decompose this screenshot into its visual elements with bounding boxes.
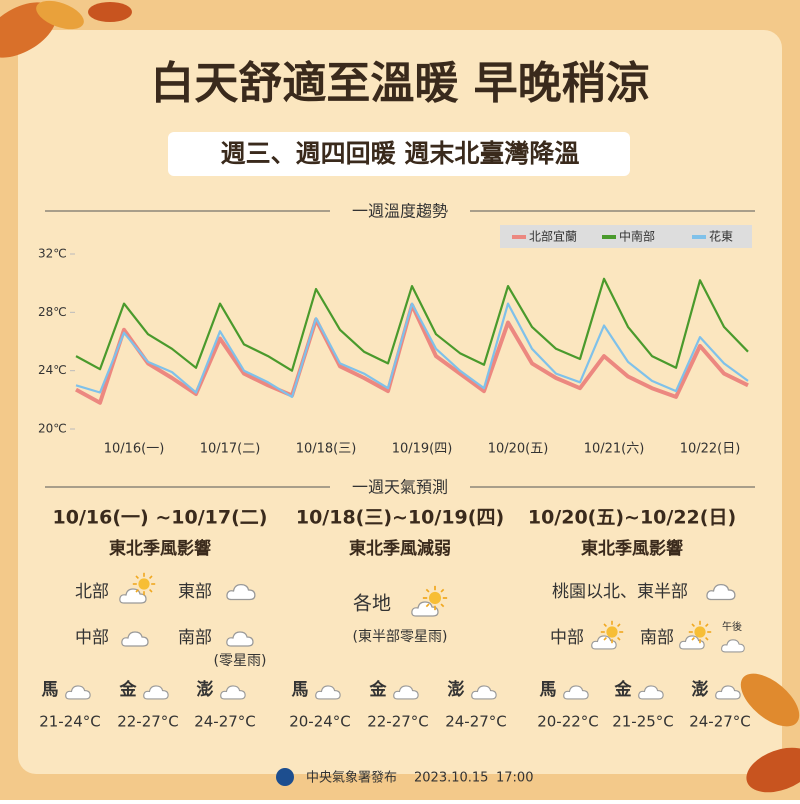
period-summary: 東北季風減弱 [349, 538, 451, 559]
region: 中部 [550, 628, 584, 648]
series-line [75, 277, 749, 372]
x-tick-label: 10/16(一) [104, 442, 165, 457]
island-name: 馬 [292, 680, 309, 700]
period-summary: 東北季風影響 [581, 538, 683, 559]
logo [276, 768, 294, 786]
period-date: 10/16(一) ~10/17(二) [53, 507, 268, 529]
island-name: 澎 [197, 679, 214, 700]
y-tick-label: 32℃ [38, 247, 67, 261]
island-temp: 20-22°C [537, 713, 599, 731]
forecast-title: 一週天氣預測 [352, 478, 448, 497]
island-name: 澎 [692, 679, 709, 700]
legend-label: 北部宜蘭 [529, 229, 577, 244]
island-temp: 24-27°C [194, 713, 256, 731]
time: 17:00 [496, 771, 533, 786]
island-temp: 24-27°C [689, 713, 751, 731]
island-name: 馬 [42, 680, 59, 700]
y-tick-label: 28℃ [38, 305, 67, 319]
icon [422, 585, 448, 611]
chart: 20℃ 24℃ 28℃ 32℃ 10/16(一) 10/17(二) 10/18(三) 10/1… [38, 225, 752, 457]
legend-label: 花東 [709, 229, 733, 244]
region: 各地 [353, 593, 391, 615]
forecast: 10/16(一) ~10/17(二) 東北季風影響 北部 東部 中部 南部 (零… [53, 507, 745, 669]
period-date: 10/18(三)~10/19(四) [296, 507, 504, 529]
island-name: 金 [369, 679, 388, 700]
region: 桃園以北、東半部 [552, 582, 688, 602]
period-date: 10/20(五)~10/22(日) [528, 507, 736, 529]
island-temp: 21-25°C [612, 713, 674, 731]
y-tick-label: 20℃ [38, 422, 67, 436]
island-temp: 21-24°C [39, 713, 101, 731]
island-temp: 20-24°C [289, 713, 351, 731]
island-temp: 22-27°C [117, 713, 179, 731]
x-tick-label: 10/20(五) [488, 442, 549, 457]
icon [688, 620, 712, 644]
x-tick-label: 10/19(四) [392, 442, 453, 457]
x-tick-label: 10/17(二) [200, 442, 261, 457]
y-tick-label: 24℃ [38, 363, 67, 377]
period-summary: 東北季風影響 [109, 538, 211, 559]
x-tick-label: 10/21(六) [584, 442, 645, 457]
island-name: 澎 [448, 679, 465, 700]
subtitle-box [168, 132, 630, 176]
island-temp: 22-27°C [367, 713, 429, 731]
title: 白天舒適至溫暖 早晚稍涼 [150, 58, 649, 109]
legend-label: 中南部 [619, 229, 655, 244]
chart-title: 一週溫度趨勢 [352, 202, 448, 221]
x-tick-label: 10/18(三) [296, 442, 357, 457]
publisher: 中央氣象署發布 [306, 771, 397, 786]
icon [600, 620, 624, 644]
note: (東半部零星雨) [353, 629, 448, 645]
region: 東部 [178, 582, 212, 602]
panel [18, 30, 782, 774]
date: 2023.10.15 [414, 771, 488, 786]
islands: 馬 21-24°C 金 22-27°C 澎 24-27°C 馬 20-24°C 金 22-27°C… [39, 679, 751, 731]
island-name: 馬 [540, 680, 557, 700]
legend-box [500, 225, 752, 248]
island-name: 金 [614, 679, 633, 700]
icon [132, 572, 156, 596]
island-name: 金 [119, 679, 138, 700]
region: 北部 [75, 582, 109, 602]
series-line [75, 302, 749, 398]
x-tick-label: 10/22(日) [680, 442, 741, 457]
note: (零星雨) [214, 653, 267, 669]
region: 中部 [75, 628, 109, 648]
island-temp: 24-27°C [445, 713, 507, 731]
region: 南部 [178, 628, 212, 648]
subtitle: 週三、週四回暖 週末北臺灣降溫 [221, 139, 580, 168]
region: 南部 [640, 628, 674, 648]
note: 午後 [722, 620, 742, 633]
